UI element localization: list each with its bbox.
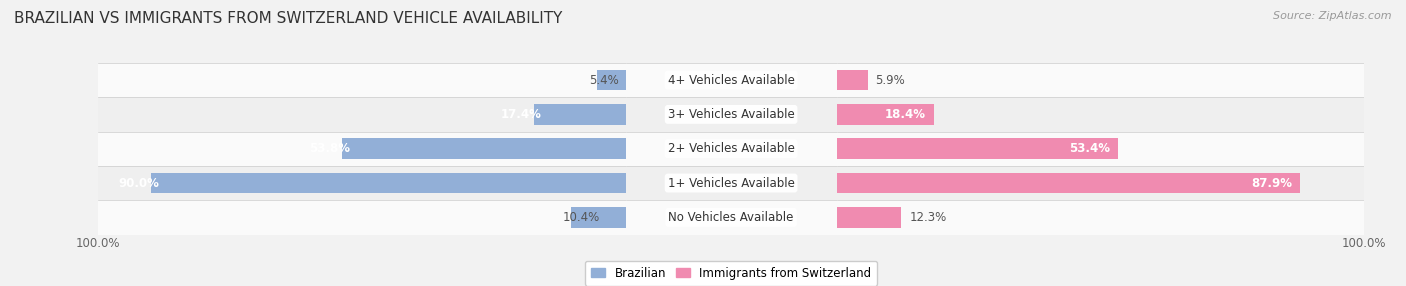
Bar <box>0 63 1406 97</box>
Text: 1+ Vehicles Available: 1+ Vehicles Available <box>668 176 794 190</box>
Bar <box>0 200 1406 235</box>
Bar <box>0 166 1406 200</box>
Text: 53.8%: 53.8% <box>309 142 350 155</box>
Text: 5.9%: 5.9% <box>876 74 905 87</box>
Bar <box>0 132 1406 166</box>
Bar <box>837 70 868 90</box>
Bar <box>534 104 626 125</box>
Legend: Brazilian, Immigrants from Switzerland: Brazilian, Immigrants from Switzerland <box>585 261 877 286</box>
Bar <box>0 166 1406 200</box>
Bar <box>0 97 1406 132</box>
Bar <box>152 173 626 193</box>
Text: 2+ Vehicles Available: 2+ Vehicles Available <box>668 142 794 155</box>
Bar <box>0 132 1406 166</box>
Text: Source: ZipAtlas.com: Source: ZipAtlas.com <box>1274 11 1392 21</box>
Text: 90.0%: 90.0% <box>118 176 159 190</box>
Text: 12.3%: 12.3% <box>910 211 946 224</box>
Bar <box>837 138 1118 159</box>
Bar <box>0 97 1406 132</box>
Bar <box>571 207 626 228</box>
Text: 10.4%: 10.4% <box>562 211 600 224</box>
Bar <box>0 166 1406 200</box>
Text: 17.4%: 17.4% <box>501 108 541 121</box>
Text: BRAZILIAN VS IMMIGRANTS FROM SWITZERLAND VEHICLE AVAILABILITY: BRAZILIAN VS IMMIGRANTS FROM SWITZERLAND… <box>14 11 562 26</box>
Text: 53.4%: 53.4% <box>1069 142 1111 155</box>
Bar <box>0 200 1406 235</box>
Bar <box>0 63 1406 97</box>
Text: 87.9%: 87.9% <box>1251 176 1292 190</box>
Bar <box>837 207 901 228</box>
Bar <box>837 104 934 125</box>
Text: 5.4%: 5.4% <box>589 74 619 87</box>
Bar <box>0 132 1406 166</box>
Bar <box>342 138 626 159</box>
Bar <box>837 173 1301 193</box>
Text: 18.4%: 18.4% <box>884 108 925 121</box>
Text: No Vehicles Available: No Vehicles Available <box>668 211 794 224</box>
Bar <box>0 200 1406 235</box>
Text: 3+ Vehicles Available: 3+ Vehicles Available <box>668 108 794 121</box>
Bar <box>0 63 1406 97</box>
Bar <box>0 97 1406 132</box>
Text: 4+ Vehicles Available: 4+ Vehicles Available <box>668 74 794 87</box>
Bar <box>598 70 626 90</box>
